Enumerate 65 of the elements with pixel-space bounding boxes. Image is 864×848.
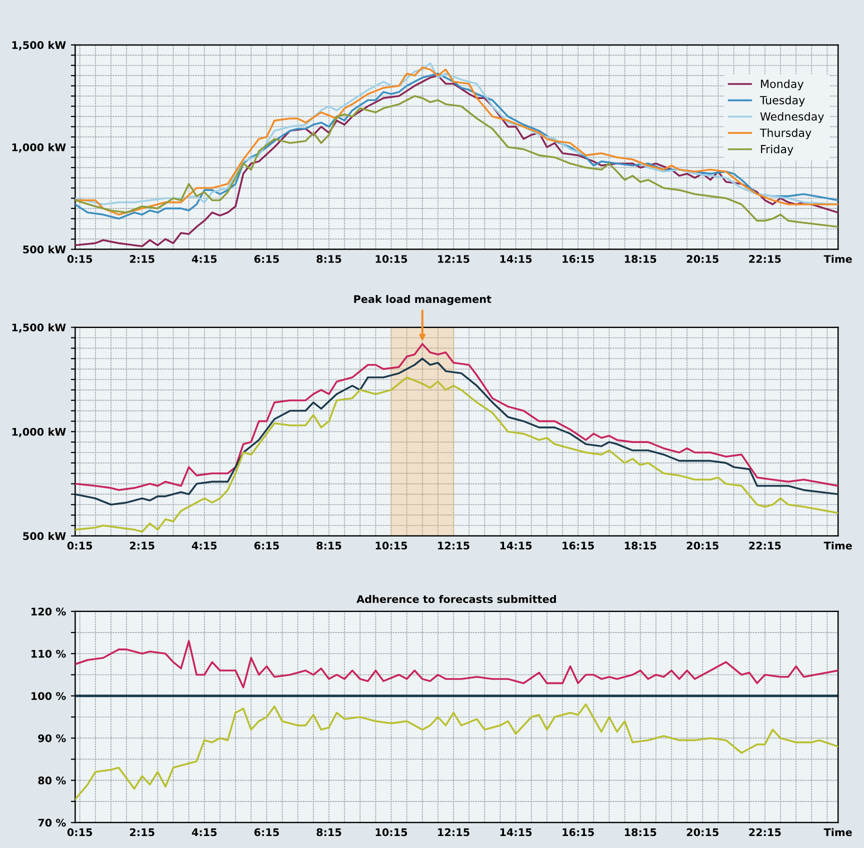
x-tick-label: 16:15	[562, 828, 594, 836]
x-tick-label: 20:15	[686, 828, 718, 836]
y-tick-label: 70 %	[38, 818, 66, 827]
line-series	[75, 74, 838, 248]
x-tick-label: 4:15	[192, 828, 217, 836]
x-tick-label: 22:15	[749, 255, 781, 263]
x-tick-label: 12:15	[438, 255, 470, 263]
x-tick-label: 0:15	[67, 255, 92, 263]
y-tick-label: 1,000 kW	[12, 143, 66, 153]
x-tick-label: 10:15	[376, 828, 408, 836]
text: Adherence to forecasts submitted	[356, 594, 556, 604]
line-series	[75, 703, 838, 800]
x-tick-label: 16:15	[562, 542, 594, 550]
legend-label: Monday	[761, 79, 804, 90]
legend-label: Wednesday	[760, 112, 824, 123]
x-tick-label: 8:15	[316, 828, 342, 836]
x-tick-label: 18:15	[624, 828, 656, 836]
x-tick-label: 16:15	[562, 255, 594, 263]
legend-label: Tuesday	[760, 96, 805, 107]
x-tick-label: 8:15	[316, 542, 342, 550]
x-tick-label: 10:15	[376, 255, 408, 263]
x-tick-label: 18:15	[624, 255, 656, 263]
x-tick-label: 8:15	[316, 255, 342, 263]
x-tick-label: 0:15	[67, 828, 92, 836]
x-tick-label: 18:15	[624, 542, 656, 550]
x-tick-label: 22:15	[749, 542, 781, 550]
line-series	[75, 95, 838, 228]
x-tick-label: 6:15	[254, 255, 279, 263]
x-tick-label: Time	[824, 828, 852, 836]
x-tick-label: 6:15	[254, 542, 279, 550]
line-series	[75, 376, 838, 533]
y-tick-label: 1,500 kW	[12, 323, 66, 333]
y-tick-label: 100 %	[32, 692, 66, 700]
y-tick-label: 1,000 kW	[12, 428, 66, 438]
legend-label: Thursday	[760, 128, 812, 140]
x-tick-label: 14:15	[500, 542, 532, 550]
line-series	[75, 343, 838, 491]
x-tick-label: 14:15	[500, 255, 532, 263]
y-tick-label: 1,500 kW	[12, 40, 66, 50]
x-tick-label: 10:15	[376, 542, 408, 550]
x-tick-label: 4:15	[192, 255, 217, 263]
annotation: Peak load management	[354, 294, 492, 306]
x-tick-label: 22:15	[749, 828, 781, 836]
y-tick-label: 90 %	[38, 734, 66, 742]
x-tick-label: Time	[824, 254, 852, 263]
y-tick-label: 500 kW	[23, 532, 66, 540]
y-tick-label: 500 kW	[23, 245, 66, 254]
y-tick-label: 120 %	[32, 608, 66, 616]
x-tick-label: 12:15	[438, 542, 470, 550]
y-tick-label: 80 %	[38, 776, 66, 784]
line-series	[75, 640, 838, 688]
x-tick-label: 0:15	[67, 542, 92, 550]
x-tick-label: 2:15	[130, 255, 154, 263]
x-tick-label: 12:15	[438, 828, 470, 836]
x-tick-label: Time	[824, 541, 852, 550]
x-tick-label: 20:15	[686, 255, 718, 263]
y-tick-label: 110 %	[32, 650, 66, 658]
x-tick-label: 14:15	[500, 828, 532, 836]
x-tick-label: 6:15	[254, 828, 279, 836]
x-tick-label: 4:15	[192, 542, 217, 550]
line-series	[75, 358, 838, 506]
x-tick-label: 2:15	[130, 542, 154, 550]
legend-label: Friday	[761, 144, 794, 156]
x-tick-label: 2:15	[130, 828, 154, 836]
x-tick-label: 20:15	[686, 542, 718, 550]
